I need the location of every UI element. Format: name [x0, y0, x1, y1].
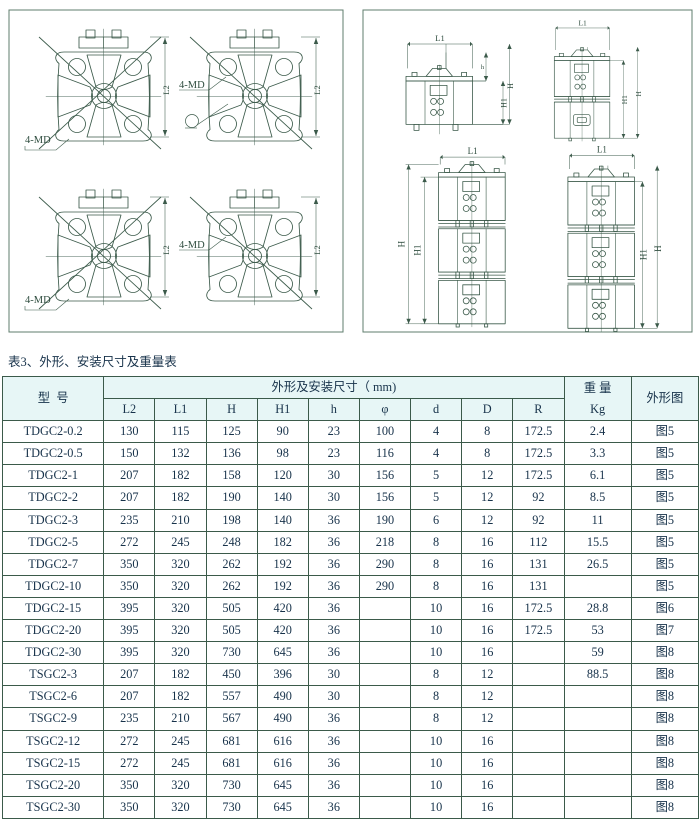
svg-text:L2: L2	[161, 85, 171, 94]
svg-text:4-MD: 4-MD	[25, 295, 51, 306]
svg-text:H: H	[397, 240, 407, 247]
svg-text:L1: L1	[578, 18, 587, 27]
svg-text:L1: L1	[435, 33, 444, 43]
svg-text:4-MD: 4-MD	[179, 80, 205, 91]
svg-text:H: H	[506, 83, 515, 89]
svg-text:L2: L2	[312, 245, 322, 254]
svg-text:H: H	[634, 91, 643, 97]
svg-text:H: H	[653, 245, 663, 252]
svg-text:4-MD: 4-MD	[25, 135, 51, 146]
svg-text:H1: H1	[620, 95, 629, 104]
svg-text:L1: L1	[468, 146, 478, 156]
svg-text:L2: L2	[161, 245, 171, 254]
svg-text:H1: H1	[500, 98, 509, 108]
svg-text:L1: L1	[597, 145, 607, 155]
svg-text:4-MD: 4-MD	[179, 240, 205, 251]
svg-text:H1: H1	[638, 249, 648, 260]
svg-text:L2: L2	[312, 85, 322, 94]
svg-text:H1: H1	[413, 245, 423, 256]
